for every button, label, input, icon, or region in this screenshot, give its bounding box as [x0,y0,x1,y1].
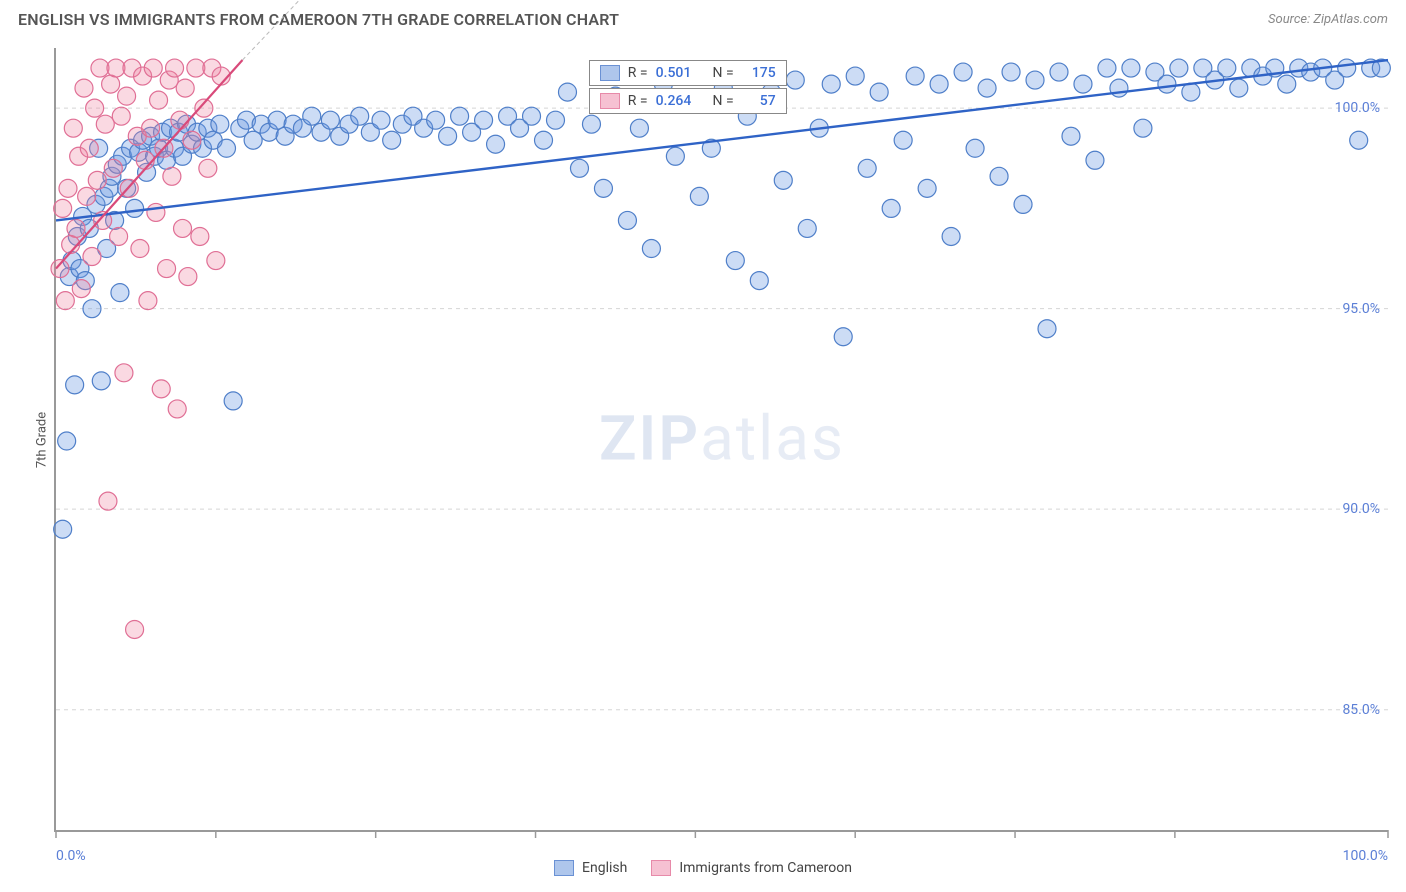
correlation-info-box: R = 0.501 N = 175 [589,60,787,86]
legend-item: Immigrants from Cameroon [651,860,852,876]
series-swatch [600,65,620,81]
n-label: N = [706,93,734,109]
legend-swatch [651,860,671,876]
plot-region: ZIPatlas 85.0%90.0%95.0%100.0%0.0%100.0%… [54,48,1388,832]
plot-svg [56,48,1388,830]
n-value: 57 [742,93,776,109]
chart-source: Source: ZipAtlas.com [1268,12,1388,27]
n-label: N = [706,65,734,81]
correlation-info-box: R = 0.264 N = 57 [589,88,787,114]
legend-item: English [554,860,627,876]
series-swatch [600,93,620,109]
r-value: 0.501 [656,65,698,81]
n-value: 175 [742,65,776,81]
y-tick-label: 95.0% [1342,301,1380,317]
legend-label: Immigrants from Cameroon [679,860,852,876]
y-tick-label: 100.0% [1335,100,1380,116]
chart-area: 7th Grade ZIPatlas 85.0%90.0%95.0%100.0%… [18,48,1388,832]
r-label: R = [628,65,648,81]
chart-title: ENGLISH VS IMMIGRANTS FROM CAMEROON 7TH … [18,10,619,29]
r-value: 0.264 [656,93,698,109]
y-axis-label: 7th Grade [35,412,50,468]
legend-swatch [554,860,574,876]
chart-header: ENGLISH VS IMMIGRANTS FROM CAMEROON 7TH … [0,0,1406,35]
r-label: R = [628,93,648,109]
y-tick-label: 90.0% [1342,501,1380,517]
y-tick-label: 85.0% [1342,702,1380,718]
legend-label: English [582,860,627,876]
footer-legend: English Immigrants from Cameroon [0,860,1406,876]
